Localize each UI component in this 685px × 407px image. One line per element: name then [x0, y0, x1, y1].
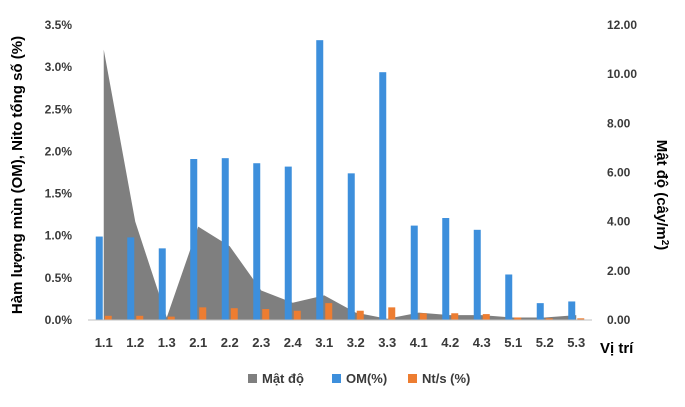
x-tick-label: 1.3	[158, 335, 176, 350]
x-tick-label: 3.2	[347, 335, 365, 350]
nts-bar	[451, 313, 459, 320]
legend-label: Nt/s (%)	[422, 371, 470, 386]
left-tick-label: 0.0%	[45, 313, 73, 327]
left-axis-title: Hàm lượng mùn (OM), Nito tổng số (%)	[9, 36, 26, 314]
x-tick-label: 4.1	[410, 335, 428, 350]
legend-label: OM(%)	[346, 371, 387, 386]
om-bar	[568, 301, 576, 320]
x-axis-title: Vị trí	[600, 340, 634, 357]
om-bar	[442, 218, 450, 320]
right-tick-label: 8.00	[607, 116, 631, 130]
om-bar	[190, 159, 198, 320]
right-tick-label: 4.00	[607, 215, 631, 229]
left-tick-label: 1.0%	[45, 229, 73, 243]
nts-bar	[262, 309, 270, 320]
x-tick-label: 5.3	[567, 335, 585, 350]
x-tick-label: 2.3	[252, 335, 270, 350]
om-bar	[347, 173, 355, 320]
x-tick-label: 4.3	[473, 335, 491, 350]
x-tick-label: 4.2	[441, 335, 459, 350]
nts-bar	[104, 315, 112, 320]
nts-bar	[545, 318, 553, 320]
om-bar	[379, 72, 387, 320]
om-bar	[221, 158, 229, 320]
bars-layer	[95, 40, 585, 321]
om-bar	[505, 274, 513, 320]
left-tick-label: 1.5%	[45, 187, 73, 201]
nts-bar	[388, 307, 396, 320]
x-tick-label: 3.3	[378, 335, 396, 350]
x-tick-label: 5.2	[536, 335, 554, 350]
om-bar	[127, 237, 135, 320]
nts-bar	[356, 310, 364, 320]
legend: Mật độ OM(%) Nt/s (%)	[248, 371, 470, 386]
om-bar	[536, 303, 544, 320]
right-tick-label: 2.00	[607, 264, 631, 278]
nts-bar	[136, 315, 144, 320]
x-tick-label: 5.1	[504, 335, 522, 350]
right-tick-label: 6.00	[607, 166, 631, 180]
left-tick-label: 2.5%	[45, 102, 73, 116]
legend-swatch	[332, 374, 341, 383]
nts-bar	[230, 308, 238, 320]
om-bar	[473, 229, 481, 320]
right-tick-label: 0.00	[607, 313, 631, 327]
right-axis-title: Mật độ (cây/m2)	[653, 140, 671, 251]
legend-swatch	[248, 374, 257, 383]
nts-bar	[419, 313, 427, 320]
left-tick-label: 3.5%	[45, 18, 73, 32]
om-bar	[284, 166, 292, 320]
nts-bar	[577, 318, 585, 320]
om-bar	[253, 163, 261, 320]
nts-bar	[325, 303, 333, 320]
right-axis-ticks: 0.00 2.00 4.00 6.00 8.00 10.00 12.00	[607, 18, 637, 327]
om-bar	[158, 248, 166, 320]
om-bar	[316, 40, 324, 321]
nts-bar	[514, 317, 522, 320]
nts-bar	[199, 307, 207, 320]
x-tick-label: 1.1	[95, 335, 113, 350]
x-tick-label: 2.2	[221, 335, 239, 350]
nts-bar	[293, 310, 301, 320]
x-tick-label: 2.1	[189, 335, 207, 350]
nts-bar	[167, 316, 175, 320]
x-tick-label: 3.1	[315, 335, 333, 350]
right-tick-label: 12.00	[607, 18, 637, 32]
x-tick-label: 2.4	[284, 335, 303, 350]
x-axis-ticks: 1.1 1.2 1.3 2.1 2.2 2.3 2.4 3.1 3.2 3.3 4.1 4.2 4.3 5…	[95, 335, 586, 350]
left-tick-label: 2.0%	[45, 144, 73, 158]
om-bar	[410, 225, 418, 320]
left-axis-ticks: 0.0% 0.5% 1.0% 1.5% 2.0% 2.5% 3.0% 3.5%	[45, 18, 73, 327]
legend-swatch	[408, 374, 417, 383]
left-tick-label: 3.0%	[45, 60, 73, 74]
nts-bar	[482, 314, 490, 320]
right-tick-label: 10.00	[607, 67, 637, 81]
left-tick-label: 0.5%	[45, 271, 73, 285]
legend-label: Mật độ	[262, 371, 304, 386]
x-tick-label: 1.2	[126, 335, 144, 350]
om-bar	[95, 236, 103, 320]
